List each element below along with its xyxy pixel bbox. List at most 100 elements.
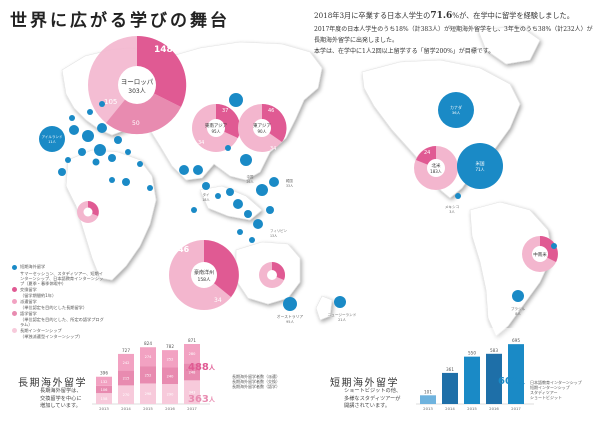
legend-item-dispatch: 派遣留学: [12, 299, 107, 305]
country-circle-germany: [97, 123, 107, 133]
continent-asia: [149, 41, 323, 181]
long-bar-segment-label: 252: [145, 373, 152, 377]
long-bar-segment-label: 132: [101, 380, 108, 384]
long-term-total-value: 488: [188, 362, 209, 373]
country-circle-taiwan: [266, 206, 274, 214]
long-term-total: 488人: [188, 362, 215, 373]
country-circle-ireland: [39, 126, 65, 152]
short-term-series-label: ショートビジット: [530, 395, 562, 400]
long-bar-total-label: 824: [144, 341, 152, 346]
country-labels: カナダ 36人 米国 71人 アイルランド 11人 メキシコ 3人 ブラジル 8…: [42, 104, 526, 324]
short-bar-value-label: 550: [468, 351, 476, 356]
country-circle-sweden: [99, 101, 105, 107]
short-x-tick-label: 2017: [511, 406, 521, 411]
short-term-total: 609人: [498, 376, 525, 387]
label-ireland-count: 11人: [48, 140, 56, 144]
short-bar: [442, 372, 458, 404]
short-bar: [508, 344, 524, 404]
label-usa-count: 71人: [475, 167, 484, 172]
long-term-total-unit: 人: [208, 365, 215, 372]
country-circle-france: [82, 130, 94, 142]
long-bar-segment: [184, 343, 200, 364]
region-oceania-name: 豪南洋州: [194, 269, 214, 276]
country-circle-chile: [551, 243, 557, 249]
region-east-asia-name: 東アジア: [253, 122, 271, 129]
region-europe-value-1: 148: [154, 45, 173, 55]
country-circle-usa: [457, 143, 503, 189]
label-korea-count: 33人: [286, 184, 294, 188]
legend-item-internship: 長期インターンシップ: [12, 328, 107, 334]
country-circle-morocco: [109, 177, 115, 183]
long-bar-total-label: 782: [166, 344, 174, 349]
continent-greenland: [477, 25, 541, 65]
region-east-asia-sector: [262, 103, 287, 142]
legend-dot-icon: [12, 264, 17, 270]
long-bar-segment-label: 242: [123, 361, 130, 365]
long-term-sub: 363人: [188, 394, 215, 405]
country-circle-uk: [69, 125, 79, 135]
region-sea-name: 東南アジア: [205, 122, 228, 129]
long-term-desc-line: 長期海外留学は、: [40, 388, 82, 394]
long-bar-total-label: 396: [100, 371, 108, 376]
long-term-desc: 長期海外留学は、 交換留学を中心に 増加しています。: [40, 388, 82, 411]
label-china: 中国: [247, 174, 254, 179]
short-term-series-label: 日本語教育インターンシップ: [530, 380, 582, 385]
intro-lead-suffix: %が、在学中に留学を経験しました。: [452, 11, 574, 20]
legend-sub: （留学期間約1年）: [20, 293, 57, 299]
page-title: 世界に広がる学びの舞台: [10, 11, 230, 31]
long-term-title: 長期海外留学: [18, 378, 87, 389]
short-x-tick-label: 2015: [467, 406, 477, 411]
long-x-tick-label: 2015: [143, 406, 153, 411]
long-bar-segment: [162, 384, 178, 404]
label-mexico-count: 3人: [449, 209, 455, 214]
label-china-count: 26人: [246, 180, 254, 184]
country-circle-netherlands: [69, 115, 75, 121]
country-circle-south-africa: [179, 165, 189, 175]
region-africa-inner: [83, 207, 93, 217]
legend-dot-icon: [12, 287, 17, 293]
label-thailand-count: 18人: [202, 198, 210, 202]
long-bar-segment: [96, 385, 112, 394]
short-term-series-label: スタディツアー: [530, 390, 558, 395]
short-term-desc-line: 開講されています。: [344, 403, 391, 409]
short-term-desc-line: ショートビジットの他、: [344, 388, 402, 394]
region-europe-inner: [118, 66, 156, 104]
country-circle-oceania-2: [249, 237, 255, 243]
country-circle-kenya: [147, 185, 153, 191]
long-bar-segment-label: 215: [123, 376, 130, 380]
intro-text: 2018年3月に卒業する日本人学生の71.6%が、在学中に留学を経験しました。 …: [314, 10, 596, 57]
region-oceania-inner: [191, 262, 217, 288]
short-term-chart: 101 2013 361 2014 550 2015 583 2016 695 2017: [416, 338, 534, 411]
long-bar-segment-label: 274: [145, 355, 153, 359]
long-term-sub-unit: 人: [208, 397, 215, 404]
long-term-chart: 158 106 132 396 2013 270 215 242 727 2014 298 252 27…: [92, 338, 210, 411]
long-bar-segment: [96, 393, 112, 404]
short-term-title: 短期海外留学: [330, 378, 399, 389]
short-term-desc: ショートビジットの他、 多様なスタディツアーが 開講されています。: [344, 388, 401, 411]
short-term-desc-line: 多様なスタディツアーが: [344, 395, 401, 402]
country-circle-vietnam: [240, 154, 252, 166]
short-bar-value-label: 101: [424, 389, 432, 394]
long-x-tick-label: 2014: [121, 406, 131, 411]
label-philippines: フィリピン: [270, 228, 287, 233]
short-term-total-unit: 人: [518, 379, 525, 386]
region-sea-count: 95人: [211, 129, 220, 134]
long-bar-segment: [140, 383, 156, 404]
country-circle-malaysia: [226, 188, 234, 196]
legend-sub: （単独派遣型インターンシップ）: [20, 334, 83, 340]
region-oceania-sector: [204, 240, 239, 297]
long-term-series-label: 長期海外留学者数（派遣）: [232, 374, 280, 379]
country-circle-cambodia: [215, 193, 221, 199]
long-bar-segment: [118, 370, 134, 386]
long-bar-segment: [162, 367, 178, 385]
country-circle-philippines: [253, 219, 263, 229]
legend-sub: （単位認定を目的とした長期留学）: [20, 305, 88, 311]
region-oceania-value-2: 34: [214, 297, 222, 304]
long-bar-segment: [140, 366, 156, 384]
region-sea-inner: [207, 119, 225, 137]
country-circle-australia: [283, 297, 297, 311]
long-bar-segment-label: 298: [145, 392, 153, 396]
region-sea-value-1: 37: [222, 108, 228, 114]
country-circle-belgium: [65, 157, 71, 163]
